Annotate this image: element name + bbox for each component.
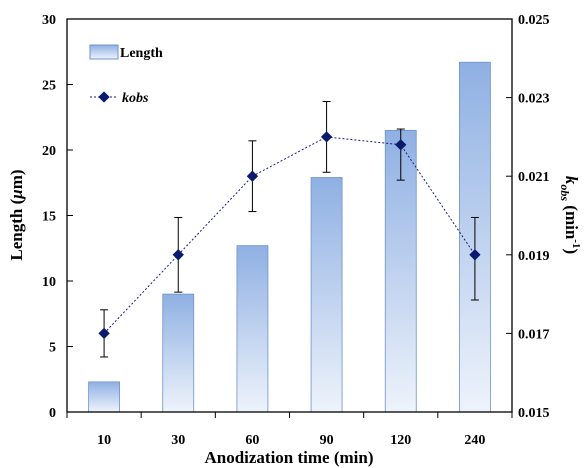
left-tick-label: 0	[49, 406, 56, 421]
bar-length-30	[162, 293, 195, 413]
x-tick-label-30: 30	[171, 433, 185, 448]
legend-length-label: Length	[120, 46, 163, 61]
kobs-marker-90	[320, 131, 333, 143]
x-axis-ticks: 10 30 60 90 120 240	[66, 412, 513, 448]
x-axis-title: Anodization time (min)	[204, 448, 373, 467]
left-tick-label: 20	[42, 144, 56, 159]
left-tick-label: 5	[49, 341, 56, 356]
left-tick-label: 30	[42, 13, 56, 28]
right-tick-label: 0.023	[518, 92, 550, 107]
right-tick-label: 0.015	[518, 406, 550, 421]
kobs-marker-120	[395, 139, 407, 151]
y-axis-right-title: kobs (min-1)	[558, 176, 582, 254]
legend-kobs-marker	[98, 91, 110, 103]
left-tick-label: 15	[42, 210, 56, 225]
x-tick-label-60: 60	[245, 433, 259, 448]
kobs-marker-60	[246, 170, 259, 182]
legend-length-swatch	[89, 44, 119, 60]
x-tick-label-10: 10	[97, 433, 111, 448]
bar-length-10	[88, 381, 120, 413]
right-tick-label: 0.025	[518, 13, 550, 28]
length-bars	[88, 61, 491, 413]
right-axis-ticks: 0.015 0.017 0.019 0.021 0.023 0.025	[506, 13, 550, 421]
x-tick-label-240: 240	[464, 433, 485, 448]
kobs-marker-240	[469, 249, 481, 261]
x-tick-label-90: 90	[320, 433, 334, 448]
x-tick-label-120: 120	[390, 433, 411, 448]
legend-kobs-label: kobs	[122, 91, 149, 106]
y-axis-left-title: Length (μm)	[7, 169, 26, 260]
right-tick-label: 0.017	[518, 327, 550, 342]
right-tick-label: 0.019	[518, 249, 550, 264]
left-tick-label: 25	[42, 79, 56, 94]
bar-length-60	[236, 245, 269, 413]
right-tick-label: 0.021	[518, 170, 550, 185]
bar-length-90	[310, 177, 343, 413]
error-bar-120	[396, 128, 405, 181]
plot-frame	[66, 18, 513, 413]
kobs-series	[98, 131, 481, 340]
left-axis-ticks: 0 5 10 15 20 25 30	[42, 13, 73, 421]
left-tick-label: 10	[42, 275, 56, 290]
legend: Length kobs	[89, 44, 163, 106]
kobs-line	[103, 136, 476, 334]
kobs-error-bars	[100, 101, 479, 358]
kobs-marker-30	[172, 249, 184, 261]
